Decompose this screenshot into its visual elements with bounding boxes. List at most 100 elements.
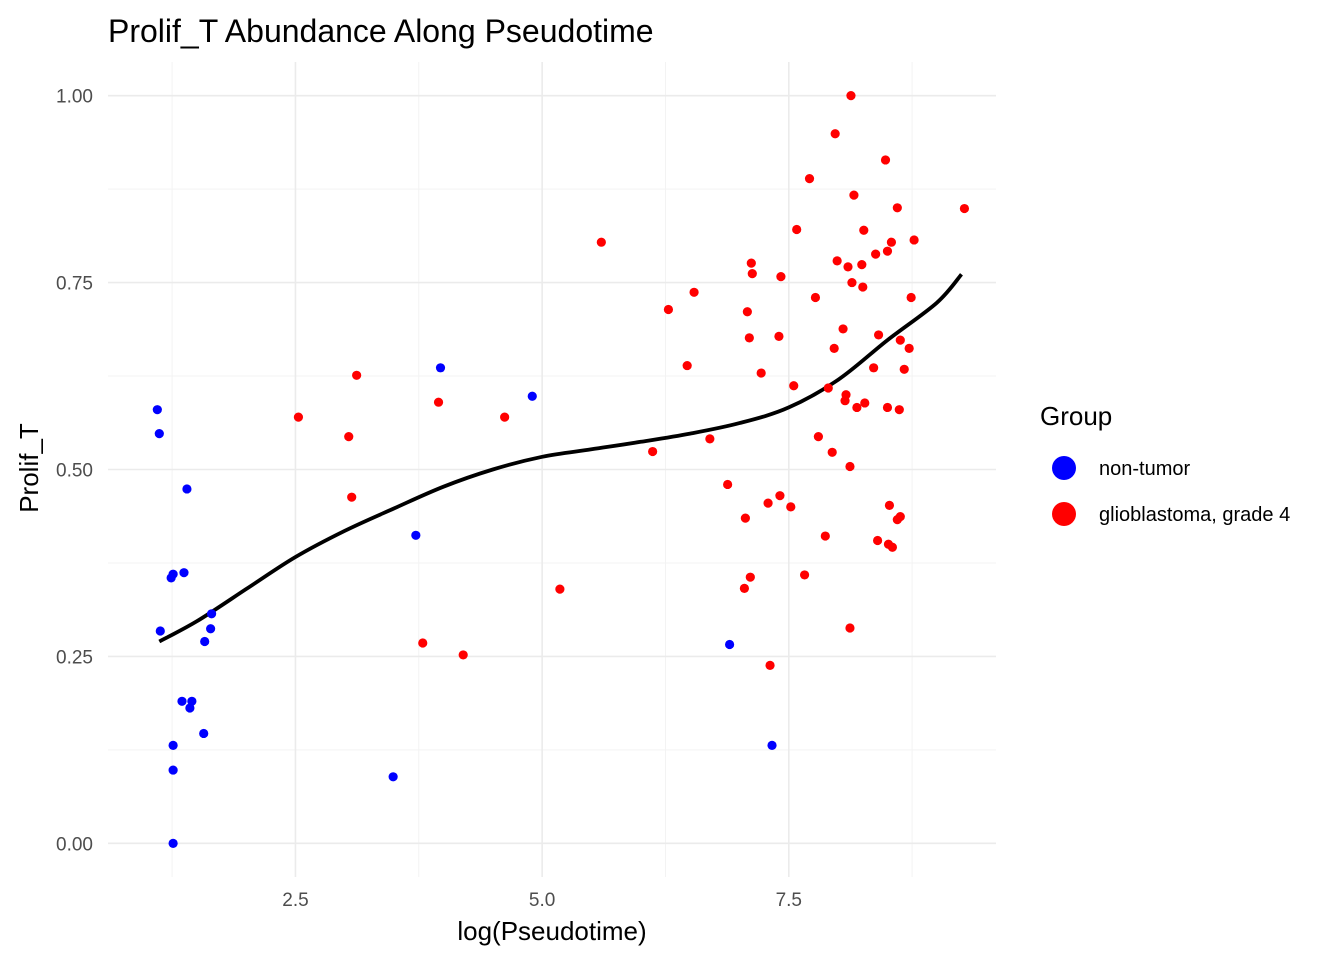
point-glioblastoma-grade-4 bbox=[909, 235, 919, 245]
point-non-tumor bbox=[411, 530, 421, 540]
y-tick-label: 0.50 bbox=[56, 461, 93, 482]
x-tick-label: 2.5 bbox=[282, 890, 308, 911]
x-tick-label: 5.0 bbox=[529, 890, 555, 911]
point-glioblastoma-grade-4 bbox=[869, 363, 879, 373]
point-non-tumor bbox=[154, 429, 164, 439]
point-glioblastoma-grade-4 bbox=[829, 343, 839, 353]
point-glioblastoma-grade-4 bbox=[838, 324, 848, 334]
point-glioblastoma-grade-4 bbox=[555, 584, 565, 594]
point-glioblastoma-grade-4 bbox=[959, 203, 970, 214]
y-axis-title: Prolif_T bbox=[14, 423, 44, 513]
points-layer bbox=[152, 91, 970, 848]
point-glioblastoma-grade-4 bbox=[906, 292, 916, 303]
point-glioblastoma-grade-4 bbox=[776, 271, 786, 282]
point-glioblastoma-grade-4 bbox=[689, 287, 699, 297]
point-non-tumor bbox=[767, 740, 777, 751]
point-glioblastoma-grade-4 bbox=[887, 542, 898, 552]
point-glioblastoma-grade-4 bbox=[843, 262, 853, 272]
legend-label: non-tumor bbox=[1099, 458, 1190, 480]
point-glioblastoma-grade-4 bbox=[845, 623, 855, 633]
point-glioblastoma-grade-4 bbox=[895, 512, 905, 522]
legend-title: Group bbox=[1040, 401, 1112, 431]
point-glioblastoma-grade-4 bbox=[705, 434, 715, 444]
point-glioblastoma-grade-4 bbox=[723, 479, 733, 490]
point-glioblastoma-grade-4 bbox=[740, 513, 750, 523]
point-non-tumor bbox=[155, 626, 165, 636]
point-non-tumor bbox=[179, 568, 189, 578]
point-glioblastoma-grade-4 bbox=[739, 583, 750, 593]
point-glioblastoma-grade-4 bbox=[746, 258, 756, 268]
point-non-tumor bbox=[168, 569, 178, 579]
point-glioblastoma-grade-4 bbox=[500, 412, 510, 422]
point-glioblastoma-grade-4 bbox=[744, 333, 754, 343]
chart-title: Prolif_T Abundance Along Pseudotime bbox=[108, 13, 654, 49]
point-glioblastoma-grade-4 bbox=[884, 500, 895, 510]
point-non-tumor bbox=[187, 696, 197, 706]
point-glioblastoma-grade-4 bbox=[827, 447, 837, 457]
x-tick-label: 7.5 bbox=[776, 890, 802, 911]
point-glioblastoma-grade-4 bbox=[860, 398, 870, 408]
point-non-tumor bbox=[168, 765, 178, 775]
point-non-tumor bbox=[435, 363, 446, 373]
y-tick-label: 0.75 bbox=[56, 274, 93, 295]
point-glioblastoma-grade-4 bbox=[742, 307, 752, 317]
point-non-tumor bbox=[200, 636, 210, 647]
point-glioblastoma-grade-4 bbox=[880, 155, 891, 165]
point-glioblastoma-grade-4 bbox=[804, 174, 815, 184]
point-glioblastoma-grade-4 bbox=[418, 638, 428, 648]
y-tick-label: 0.00 bbox=[56, 834, 93, 855]
legend-key bbox=[1052, 502, 1076, 526]
y-tick-label: 0.25 bbox=[56, 647, 93, 668]
point-glioblastoma-grade-4 bbox=[886, 237, 897, 247]
point-glioblastoma-grade-4 bbox=[882, 246, 893, 256]
point-glioblastoma-grade-4 bbox=[813, 432, 824, 442]
point-non-tumor bbox=[182, 484, 192, 494]
legend-key bbox=[1052, 456, 1076, 480]
point-glioblastoma-grade-4 bbox=[293, 412, 304, 422]
point-glioblastoma-grade-4 bbox=[682, 360, 692, 371]
smooth-line-layer bbox=[158, 273, 963, 644]
point-glioblastoma-grade-4 bbox=[894, 405, 904, 415]
y-tick-label: 1.00 bbox=[56, 87, 93, 108]
legend-items: non-tumor glioblastoma, grade 4 bbox=[1052, 456, 1290, 526]
legend-label: glioblastoma, grade 4 bbox=[1099, 504, 1290, 526]
x-axis-title: log(Pseudotime) bbox=[457, 916, 646, 946]
point-glioblastoma-grade-4 bbox=[792, 224, 802, 235]
point-glioblastoma-grade-4 bbox=[873, 330, 884, 340]
point-glioblastoma-grade-4 bbox=[745, 572, 755, 582]
point-glioblastoma-grade-4 bbox=[433, 397, 444, 407]
point-glioblastoma-grade-4 bbox=[596, 237, 606, 247]
point-glioblastoma-grade-4 bbox=[458, 650, 468, 660]
point-glioblastoma-grade-4 bbox=[765, 660, 775, 670]
point-non-tumor bbox=[206, 624, 216, 634]
point-non-tumor bbox=[207, 609, 217, 619]
legend: Group non-tumor glioblastoma, grade 4 bbox=[1040, 401, 1290, 526]
point-glioblastoma-grade-4 bbox=[789, 381, 799, 391]
point-glioblastoma-grade-4 bbox=[830, 129, 840, 139]
point-glioblastoma-grade-4 bbox=[904, 343, 914, 353]
point-non-tumor bbox=[168, 740, 178, 751]
point-glioblastoma-grade-4 bbox=[846, 91, 856, 101]
point-glioblastoma-grade-4 bbox=[852, 402, 862, 413]
point-glioblastoma-grade-4 bbox=[810, 292, 821, 303]
point-glioblastoma-grade-4 bbox=[895, 335, 905, 345]
point-non-tumor bbox=[527, 391, 537, 401]
point-glioblastoma-grade-4 bbox=[344, 432, 354, 442]
grid bbox=[108, 62, 996, 877]
point-non-tumor bbox=[168, 838, 178, 848]
point-glioblastoma-grade-4 bbox=[786, 502, 796, 512]
point-glioblastoma-grade-4 bbox=[899, 364, 909, 374]
point-glioblastoma-grade-4 bbox=[832, 256, 842, 266]
point-glioblastoma-grade-4 bbox=[841, 390, 851, 400]
y-tick-labels: 0.00 0.25 0.50 0.75 1.00 bbox=[56, 87, 93, 856]
point-glioblastoma-grade-4 bbox=[847, 277, 857, 288]
point-glioblastoma-grade-4 bbox=[857, 260, 867, 270]
point-glioblastoma-grade-4 bbox=[859, 225, 869, 235]
point-glioblastoma-grade-4 bbox=[774, 331, 784, 342]
point-glioblastoma-grade-4 bbox=[892, 203, 902, 213]
point-glioblastoma-grade-4 bbox=[747, 269, 757, 279]
smooth-trend-line bbox=[158, 273, 963, 644]
point-non-tumor bbox=[199, 728, 209, 739]
point-glioblastoma-grade-4 bbox=[347, 492, 357, 502]
